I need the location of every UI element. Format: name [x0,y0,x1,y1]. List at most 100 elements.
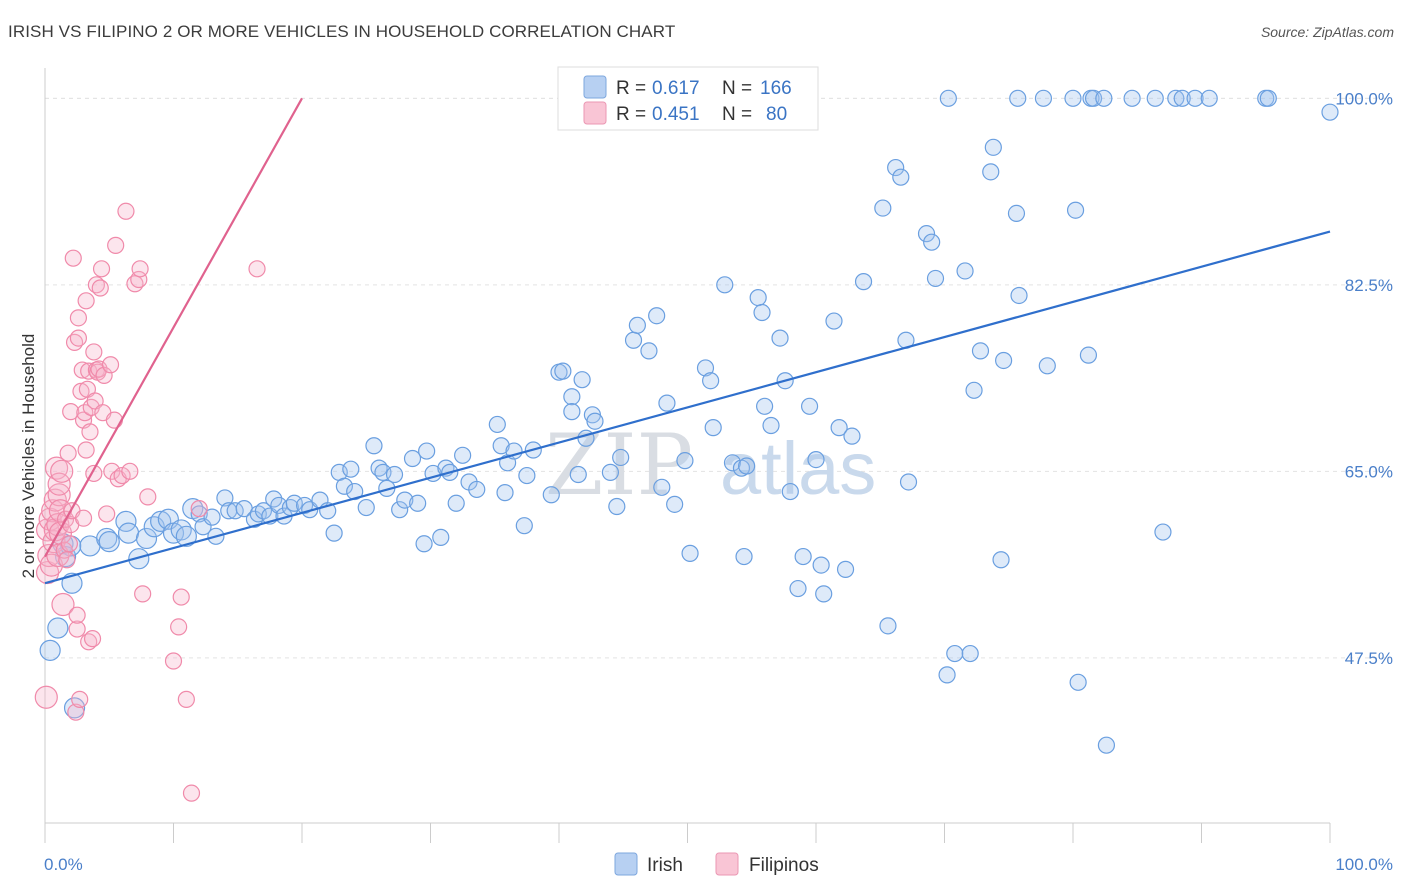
irish-point [807,450,825,469]
chart-title: IRISH VS FILIPINO 2 OR MORE VEHICLES IN … [8,22,676,41]
irish-point [403,449,422,468]
irish-point [1173,89,1191,107]
irish-point [515,517,533,535]
irish-point [63,697,86,719]
filipinos-point [50,459,74,483]
filipinos-point [81,423,99,441]
irish-point [854,273,873,291]
irish-point [836,560,855,578]
irish-point [1123,89,1141,107]
irish-point [843,427,861,445]
irish-point [1079,346,1098,364]
irish-point [640,342,658,360]
x-tick-label: 100.0% [1335,855,1393,874]
irish-point [753,303,771,322]
irish-point [938,666,956,684]
filipinos-point [164,652,183,670]
legend-n-label-filipinos: N = [722,104,752,125]
irish-point [415,535,433,553]
irish-point [1146,89,1164,107]
irish-point [681,544,699,562]
irish-trend-line [44,230,1331,585]
irish-point [716,276,734,294]
filipinos-point [170,618,188,636]
irish-point [887,158,905,177]
irish-point [563,403,581,421]
irish-point [492,437,510,455]
filipinos-point [172,588,190,606]
filipinos-point [77,441,95,459]
irish-point [755,397,774,415]
irish-point [1321,103,1339,121]
irish-point [496,484,514,502]
filipinos-point [248,260,266,278]
filipinos-trend-line [44,97,303,558]
irish-point [285,494,303,512]
irish-point [704,419,722,437]
y-tick-labels: 47.5% 65.0% 82.5% 100.0% [1335,89,1393,667]
irish-point [984,138,1002,156]
irish-point [735,547,753,566]
filipinos-point [74,509,93,527]
irish-point [879,617,897,635]
irish-point [488,415,506,434]
irish-point [573,371,591,389]
irish-point [468,480,486,499]
filipinos-point [95,366,113,384]
filipinos-point [77,292,95,310]
bottom-legend-irish: Irish [647,855,683,876]
irish-point [365,437,383,455]
irish-point [117,522,140,544]
irish-point [190,505,208,523]
irish-point [800,397,819,415]
irish-point [723,454,742,472]
irish-point [569,465,587,484]
irish-point [1167,89,1185,107]
irish-point [738,457,756,475]
irish-point [1154,523,1172,541]
filipinos-points [34,202,266,802]
irish-point [47,617,69,639]
irish-point [749,289,767,307]
irish-point [1259,89,1277,107]
irish-point [789,579,807,598]
filipinos-point [117,202,135,220]
irish-point [518,466,536,485]
irish-point [917,225,936,243]
irish-point [216,489,234,507]
irish-point [1038,357,1056,375]
filipinos-point [139,488,157,506]
irish-point [992,551,1010,569]
irish-point [1200,89,1218,107]
trend-lines [44,97,1331,585]
irish-point [971,342,990,360]
irish-point [608,497,626,516]
irish-point [696,359,715,377]
irish-point [956,262,974,280]
irish-point [995,351,1013,370]
irish-point [1064,89,1082,107]
filipinos-point [107,236,125,254]
irish-point [554,362,572,380]
filipinos-point [68,620,86,638]
filipinos-point [58,551,76,569]
irish-point [1034,89,1053,107]
irish-point [1186,89,1204,107]
irish-point [612,448,630,467]
filipinos-point [71,690,89,708]
filipinos-point [105,411,123,429]
irish-point [96,527,118,550]
bottom-legend-swatch-filipinos [715,852,739,876]
filipinos-point [51,592,75,617]
filipinos-point [62,403,80,421]
irish-point [1007,204,1026,223]
irish-point [98,531,120,553]
y-tick-label: 65.0% [1345,462,1393,481]
legend-swatch-filipinos [583,101,607,125]
legend-n-label-irish: N = [722,78,752,99]
irish-point [418,442,436,460]
irish-point [432,528,450,546]
irish-point [939,89,957,107]
irish-point [676,452,694,470]
